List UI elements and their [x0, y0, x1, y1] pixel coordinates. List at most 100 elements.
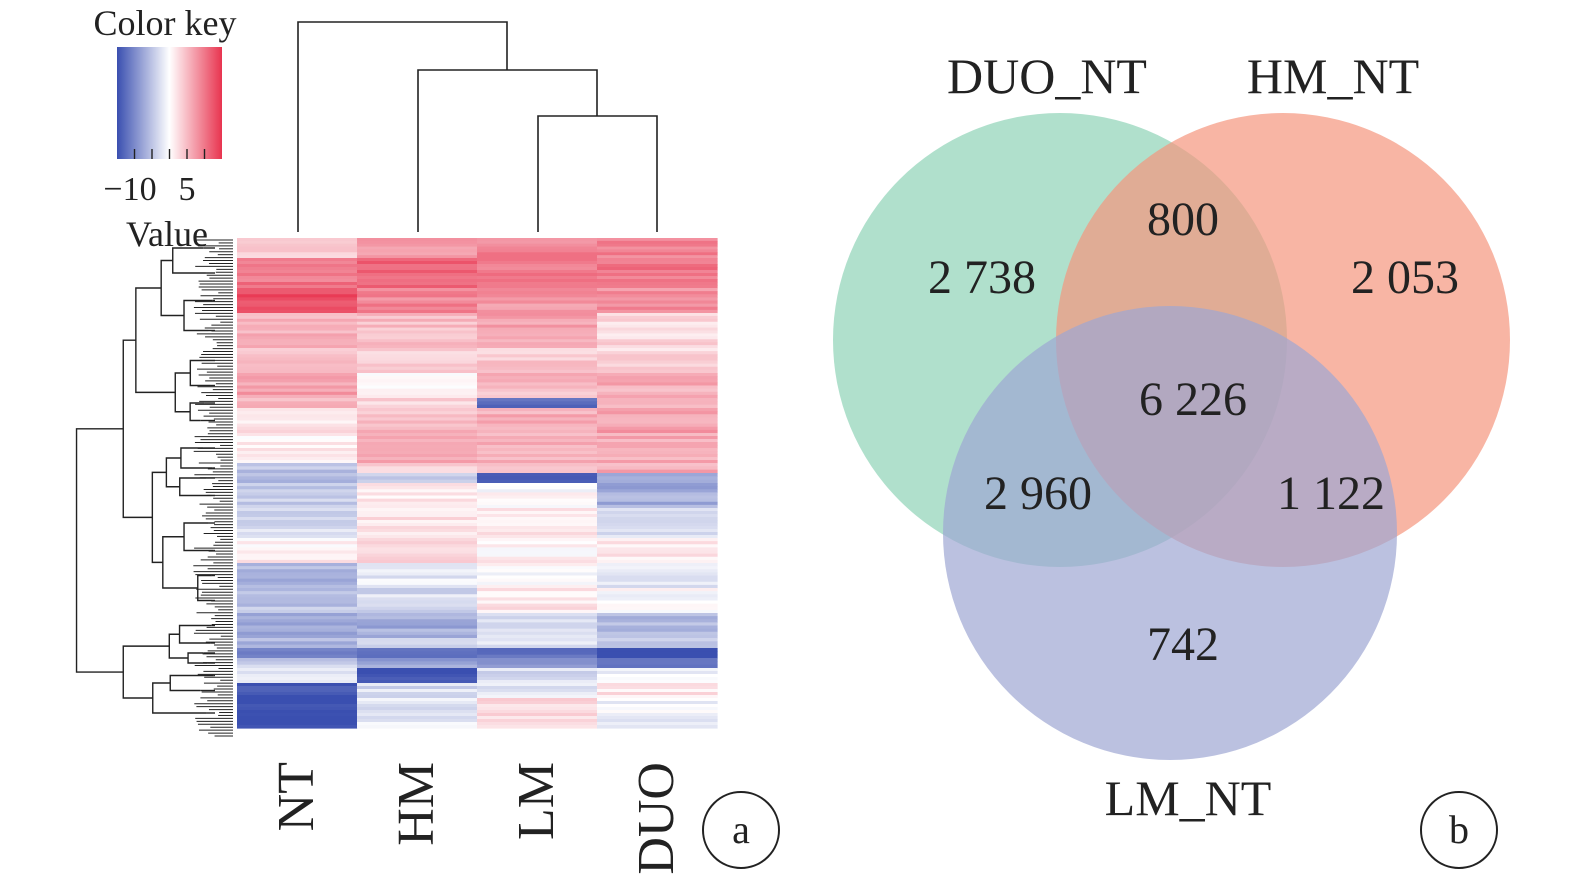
heatmap-cell — [477, 514, 598, 518]
heatmap-cell — [237, 398, 358, 402]
heatmap-cell — [597, 698, 718, 702]
heatmap-cell — [237, 698, 358, 702]
heatmap-cell — [477, 680, 598, 684]
heatmap-cell — [237, 625, 358, 630]
heatmap-cell — [237, 541, 358, 545]
heatmap-cell — [237, 273, 358, 277]
heatmap-cell — [237, 713, 358, 717]
heatmap-cell — [597, 569, 718, 573]
heatmap-cell — [597, 339, 718, 343]
heatmap-cell — [597, 448, 718, 452]
heatmap-cell — [597, 651, 718, 656]
row-dendrogram-branch — [189, 402, 205, 422]
heatmap-cell — [477, 404, 598, 409]
heatmap-cell — [477, 658, 598, 662]
heatmap-cell — [357, 641, 478, 646]
heatmap-cell — [597, 336, 718, 340]
heatmap-cell — [597, 532, 718, 536]
heatmap-cell — [597, 550, 718, 555]
heatmap-cell — [477, 591, 598, 595]
heatmap-cell — [477, 423, 598, 428]
heatmap-cell — [477, 707, 598, 711]
heatmap-cell — [357, 460, 478, 464]
heatmap-cell — [357, 333, 478, 337]
heatmap-cell — [597, 348, 718, 352]
heatmap-cell — [597, 538, 718, 542]
heatmap-cell — [237, 426, 358, 431]
heatmap-cell — [477, 313, 598, 317]
heatmap-cell — [477, 719, 598, 723]
heatmap-cell — [477, 609, 598, 614]
heatmap-cell — [477, 671, 598, 675]
heatmap-cell — [597, 318, 718, 323]
heatmap-cell — [237, 451, 358, 455]
heatmap-cell — [357, 408, 478, 412]
heatmap-cell — [477, 584, 598, 589]
heatmap-cell — [357, 661, 478, 666]
heatmap-cell — [237, 634, 358, 639]
heatmap-cell — [597, 559, 718, 564]
heatmap-cell — [477, 297, 598, 302]
heatmap-cell — [597, 641, 718, 646]
heatmap-cell — [597, 357, 718, 362]
venn-region-all: 6 226 — [1139, 373, 1247, 426]
heatmap-cell — [477, 603, 598, 608]
heatmap-cell — [357, 348, 478, 352]
heatmap-cell — [597, 511, 718, 515]
heatmap-cell — [357, 581, 478, 586]
heatmap-cell — [477, 625, 598, 630]
heatmap-cell — [237, 363, 358, 368]
heatmap-cell — [477, 578, 598, 583]
heatmap-cell — [237, 692, 358, 696]
heatmap-cell — [597, 354, 718, 358]
heatmap-cell — [237, 707, 358, 711]
heatmap-cell — [237, 466, 358, 471]
heatmap-cell — [237, 345, 358, 349]
heatmap-cell — [237, 270, 358, 274]
column-label-duo: DUO — [628, 762, 685, 875]
heatmap-cell — [357, 725, 478, 729]
heatmap-cell — [597, 625, 718, 630]
heatmap-cell — [237, 578, 358, 583]
row-dendrogram-branch — [151, 471, 167, 564]
heatmap-cell — [357, 297, 478, 302]
heatmap-cell — [357, 628, 478, 633]
heatmap-cell — [237, 336, 358, 340]
heatmap-cell — [597, 664, 718, 669]
heatmap-cell — [357, 391, 478, 396]
heatmap-cell — [477, 517, 598, 521]
heatmap-cell — [237, 348, 358, 352]
heatmap-cell — [477, 495, 598, 500]
heatmap-cell — [357, 707, 478, 711]
heatmap-cell — [357, 532, 478, 536]
heatmap-cell — [357, 357, 478, 362]
heatmap-cell — [597, 252, 718, 256]
heatmap-cell — [237, 330, 358, 335]
heatmap-cell — [357, 686, 478, 690]
heatmap-cell — [357, 436, 478, 440]
heatmap-cell — [477, 520, 598, 524]
heatmap-cell — [597, 273, 718, 277]
heatmap-cell — [477, 348, 598, 352]
heatmap-cell — [477, 619, 598, 623]
heatmap-cell — [597, 433, 718, 437]
heatmap-cell — [357, 466, 478, 471]
heatmap-cell — [357, 606, 478, 611]
heatmap-cell — [477, 270, 598, 274]
heatmap-cell — [357, 698, 478, 702]
heatmap-cell — [357, 553, 478, 558]
heatmap-cell — [477, 291, 598, 295]
heatmap-cell — [477, 677, 598, 681]
heatmap-cell — [477, 351, 598, 355]
heatmap-cell — [357, 339, 478, 343]
heatmap-cell — [597, 457, 718, 461]
heatmap-cell — [477, 408, 598, 412]
heatmap-cell — [237, 401, 358, 406]
heatmap-cell — [237, 631, 358, 636]
heatmap-cell — [597, 279, 718, 283]
heatmap-cell — [597, 498, 718, 503]
heatmap-cell — [237, 460, 358, 464]
heatmap-cell — [357, 544, 478, 548]
venn-set-label-hm-nt: HM_NT — [1247, 48, 1419, 104]
